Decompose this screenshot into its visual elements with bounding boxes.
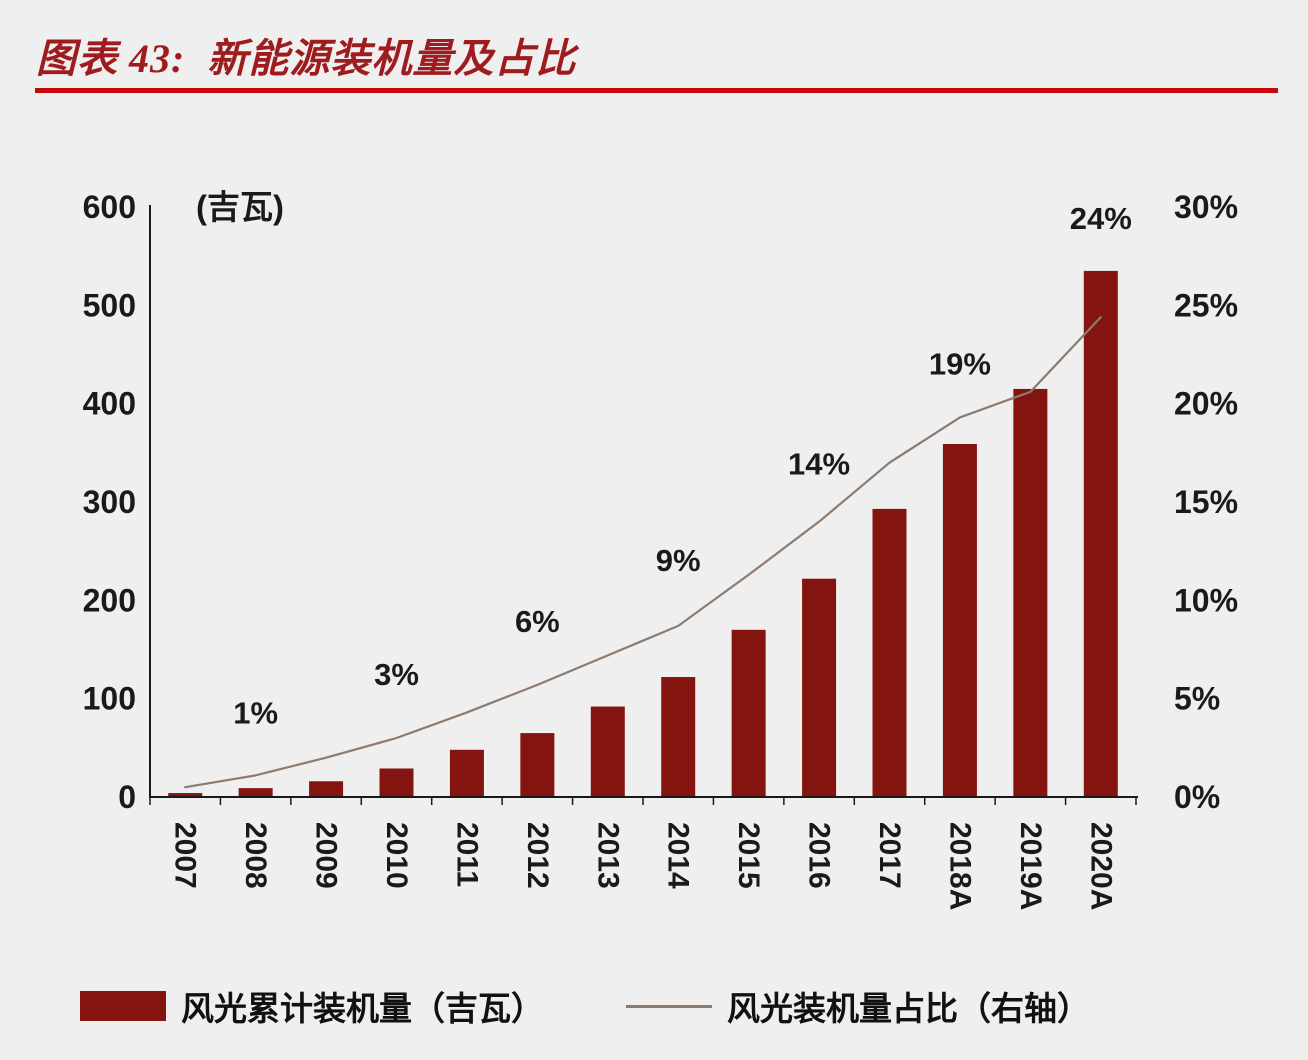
point-label-2020A: 24% — [1070, 201, 1132, 236]
x-axis-label-2014: 2014 — [662, 822, 695, 889]
right-axis-label-15%: 15% — [1174, 484, 1238, 520]
left-axis-label-0: 0 — [118, 779, 136, 815]
bar-2020A — [1083, 270, 1118, 798]
point-label-2010: 3% — [374, 657, 419, 692]
bar-2014 — [661, 677, 696, 797]
bar-series-swatch — [80, 991, 166, 1021]
x-axis-label-2012: 2012 — [521, 822, 554, 889]
right-axis-label-30%: 30% — [1174, 189, 1238, 225]
left-axis-label-300: 300 — [83, 484, 136, 520]
chart-canvas: 1% 3% 6% 9% 14% 19% 24% 600 500 400 300 200 100 0 30% 2… — [83, 189, 1238, 911]
x-axis-label-2017: 2017 — [873, 822, 906, 889]
x-axis-label-2016: 2016 — [803, 822, 836, 889]
ratio-line — [184, 316, 1102, 789]
x-axis-label-2018A: 2018A — [943, 822, 976, 910]
point-label-2008: 1% — [233, 695, 278, 730]
point-label-2014: 9% — [656, 543, 701, 578]
right-axis-label-5%: 5% — [1174, 681, 1220, 717]
x-axis-label-2008: 2008 — [239, 822, 272, 889]
bar-2015 — [731, 629, 766, 797]
legend-item-cumulative-capacity: 风光累计装机量（吉瓦） — [80, 982, 544, 1030]
bar-2013 — [590, 706, 625, 797]
legend-label-capacity-share: 风光装机量占比（右轴） — [727, 990, 1090, 1027]
x-axis-label-2011: 2011 — [450, 822, 483, 887]
point-label-2018A: 19% — [929, 346, 991, 381]
bar-2019A — [1013, 388, 1048, 797]
x-axis-label-2015: 2015 — [732, 822, 765, 889]
left-axis-unit-label: (吉瓦) — [196, 189, 284, 226]
bar-2017 — [872, 508, 907, 797]
right-axis-label-10%: 10% — [1174, 582, 1238, 618]
x-axis-label-2019A: 2019A — [1014, 822, 1047, 910]
x-axis-label-2020A: 2020A — [1084, 822, 1117, 910]
bar-2010 — [379, 768, 414, 797]
right-axis-label-25%: 25% — [1174, 287, 1238, 323]
bar-2018A — [942, 443, 977, 797]
left-axis-label-600: 600 — [83, 189, 136, 225]
point-label-2016: 14% — [788, 447, 850, 482]
x-axis-label-2013: 2013 — [591, 822, 624, 889]
title-underline — [35, 88, 1278, 93]
bar-2012 — [520, 733, 555, 797]
point-label-2012: 6% — [515, 604, 560, 639]
line-series-swatch — [626, 1004, 712, 1008]
x-axis-label-2010: 2010 — [380, 822, 413, 889]
x-axis-label-2007: 2007 — [169, 822, 202, 889]
figure-title: 图表 43: 新能源装机量及占比 — [36, 36, 577, 81]
bar-2008 — [238, 788, 273, 797]
left-axis-label-500: 500 — [83, 287, 136, 323]
bar-2007 — [168, 793, 203, 797]
legend-item-capacity-share: 风光装机量占比（右轴） — [626, 982, 1090, 1030]
right-axis-label-20%: 20% — [1174, 386, 1238, 422]
right-axis-label-0%: 0% — [1174, 779, 1220, 815]
left-axis-label-100: 100 — [83, 681, 136, 717]
legend-label-cumulative-capacity: 风光累计装机量（吉瓦） — [181, 990, 544, 1027]
bar-2011 — [449, 749, 484, 797]
left-axis-label-400: 400 — [83, 386, 136, 422]
bar-2009 — [309, 781, 344, 797]
x-axis-label-2009: 2009 — [310, 822, 343, 889]
bar-2016 — [802, 578, 837, 797]
left-axis-label-200: 200 — [83, 582, 136, 618]
chart-legend: 风光累计装机量（吉瓦） 风光装机量占比（右轴） — [80, 982, 1090, 1030]
